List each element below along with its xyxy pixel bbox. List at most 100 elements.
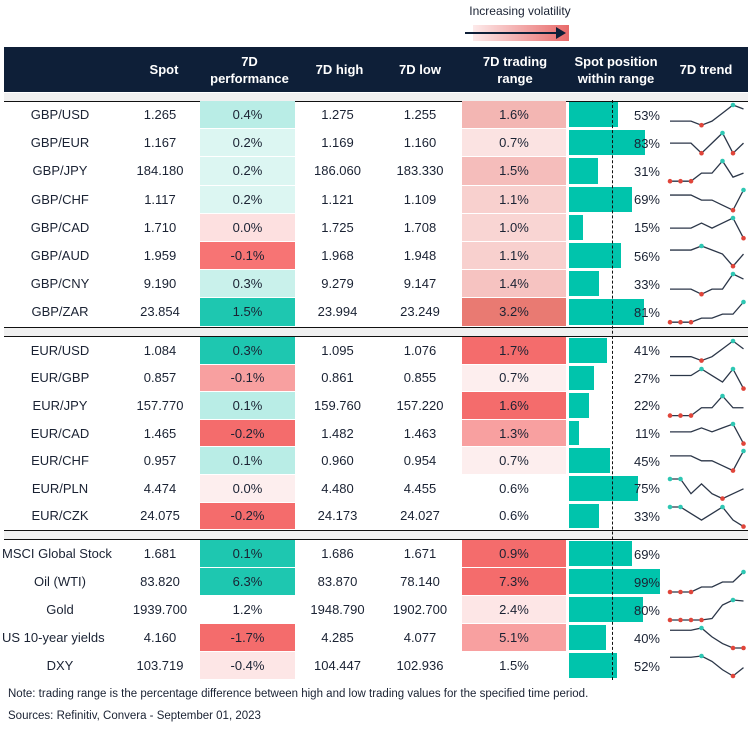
cell-name: EUR/CAD	[30, 425, 90, 441]
spot-position-bar	[569, 186, 633, 212]
spot-position-percent: 69%	[633, 192, 660, 208]
header-range: 7D trading range	[462, 47, 568, 92]
spot-position-percent: 27%	[633, 370, 660, 386]
trend-max-dot	[699, 366, 704, 371]
volatility-legend: Increasing volatility	[460, 4, 580, 41]
cell-name: GBP/AUD	[30, 248, 90, 264]
header-spot: Spot	[149, 62, 179, 77]
spot-position-bar	[569, 541, 633, 566]
trend-max-dot	[730, 215, 736, 221]
cell-spot: 1939.700	[132, 602, 188, 617]
cell-name: EUR/USD	[30, 342, 90, 358]
trend-min-dot	[741, 235, 746, 241]
trend-max-dot	[699, 625, 704, 631]
cell-low: 1.708	[403, 219, 437, 235]
trend-line	[670, 367, 745, 389]
table-row: GBP/USD 1.265 0.4% 1.275 1.255 1.6% 53%	[0, 101, 749, 129]
trend-min-dot	[730, 468, 736, 474]
trend-max-dot	[667, 504, 673, 509]
spot-position-percent: 75%	[633, 481, 660, 497]
spot-position-bar	[569, 569, 661, 594]
trend-sparkline	[670, 338, 744, 363]
trend-sparkline	[667, 300, 746, 325]
cell-high: 1.095	[321, 342, 354, 358]
cell-low: 4.455	[403, 480, 437, 496]
trend-max-dot	[720, 159, 725, 164]
cell-name: Gold	[46, 602, 74, 617]
trend-min-dot	[699, 151, 704, 156]
cell-high: 4.480	[321, 480, 354, 496]
trend-line	[670, 571, 744, 593]
spot-position-percent: 11%	[634, 426, 660, 442]
trend-min-dot	[678, 617, 683, 623]
cell-range: 1.1%	[462, 242, 566, 270]
cell-name: Oil (WTI)	[34, 574, 86, 589]
cell-low: 157.220	[396, 397, 444, 413]
trend-min-dot	[667, 617, 673, 623]
table-row: GBP/CHF 1.117 0.2% 1.121 1.109 1.1% 69%	[0, 185, 749, 214]
cell-spot: 9.190	[143, 276, 177, 292]
spot-position-percent: 69%	[633, 546, 660, 562]
table-row: EUR/CHF 0.957 0.1% 0.960 0.954 0.7% 45%	[0, 447, 749, 475]
cell-range: 1.3%	[462, 419, 566, 447]
cell-low: 1.109	[403, 191, 437, 207]
cell-high: 1.121	[321, 191, 354, 207]
cell-range: 0.9%	[462, 540, 566, 567]
trend-min-dot	[699, 122, 704, 128]
cell-high: 83.870	[317, 574, 358, 589]
cell-spot: 83.820	[140, 574, 180, 589]
trend-line	[670, 189, 745, 211]
cell-name: EUR/CHF	[31, 453, 89, 469]
header-position: Spot position within range	[566, 47, 666, 92]
cell-range: 3.2%	[462, 298, 566, 326]
note: Note: trading range is the percentage di…	[8, 688, 589, 700]
table-row: EUR/GBP 0.857 -0.1% 0.861 0.855 0.7% 27%	[0, 364, 749, 393]
trend-min-dot	[699, 358, 704, 363]
spot-position-bar	[569, 102, 618, 128]
trend-min-dot	[730, 673, 736, 679]
spot-position-bar	[569, 338, 607, 363]
cell-name: GBP/ZAR	[31, 304, 89, 320]
spot-position-percent: 52%	[633, 658, 660, 674]
trend-max-dot	[741, 569, 746, 575]
cell-name: EUR/JPY	[32, 397, 88, 413]
cell-range: 1.6%	[462, 392, 566, 419]
cell-high: 1948.790	[310, 602, 365, 617]
trend-min-dot	[667, 413, 673, 419]
spot-position-percent: 53%	[633, 107, 660, 123]
cell-range: 5.1%	[462, 624, 566, 651]
trend-line	[670, 160, 744, 183]
table-row: Oil (WTI) 83.820 6.3% 83.870 78.140 7.3% 99%	[0, 568, 749, 596]
cell-range: 0.6%	[462, 475, 566, 502]
spot-position-percent: 41%	[633, 343, 660, 359]
cell-perf: -0.2%	[200, 502, 295, 530]
cell-low: 1.255	[403, 107, 437, 123]
cell-name: US 10-year yields	[2, 630, 105, 645]
cell-spot: 1.681	[143, 546, 177, 561]
cell-name: GBP/CNY	[30, 276, 90, 292]
cell-low: 1.948	[403, 248, 437, 264]
spot-position-bar	[569, 299, 644, 325]
trend-max-dot	[699, 653, 704, 659]
sources: Sources: Refinitiv, Convera - September …	[8, 710, 261, 722]
cell-low: 102.936	[396, 658, 444, 673]
trend-min-dot	[667, 589, 673, 595]
trend-sparkline	[670, 625, 746, 651]
cell-range: 1.4%	[462, 270, 566, 298]
trend-min-dot	[688, 413, 694, 419]
cell-range: 2.4%	[462, 596, 566, 623]
cell-range: 0.7%	[462, 129, 566, 157]
cell-spot: 1.265	[143, 107, 177, 123]
cell-perf: 0.0%	[200, 475, 295, 502]
trend-line	[670, 395, 744, 417]
trend-sparkline	[667, 159, 744, 184]
group-separator	[4, 93, 748, 102]
cell-high: 1.275	[321, 107, 354, 123]
cell-name: DXY	[46, 658, 74, 673]
cell-high: 4.285	[321, 630, 354, 645]
spot-position-percent: 45%	[633, 453, 660, 469]
spot-position-bar	[569, 653, 617, 678]
table-row: DXY 103.719 -0.4% 104.447 102.936 1.5% 52%	[0, 652, 749, 680]
cell-perf: -0.1%	[200, 364, 295, 392]
trend-line	[670, 599, 744, 621]
